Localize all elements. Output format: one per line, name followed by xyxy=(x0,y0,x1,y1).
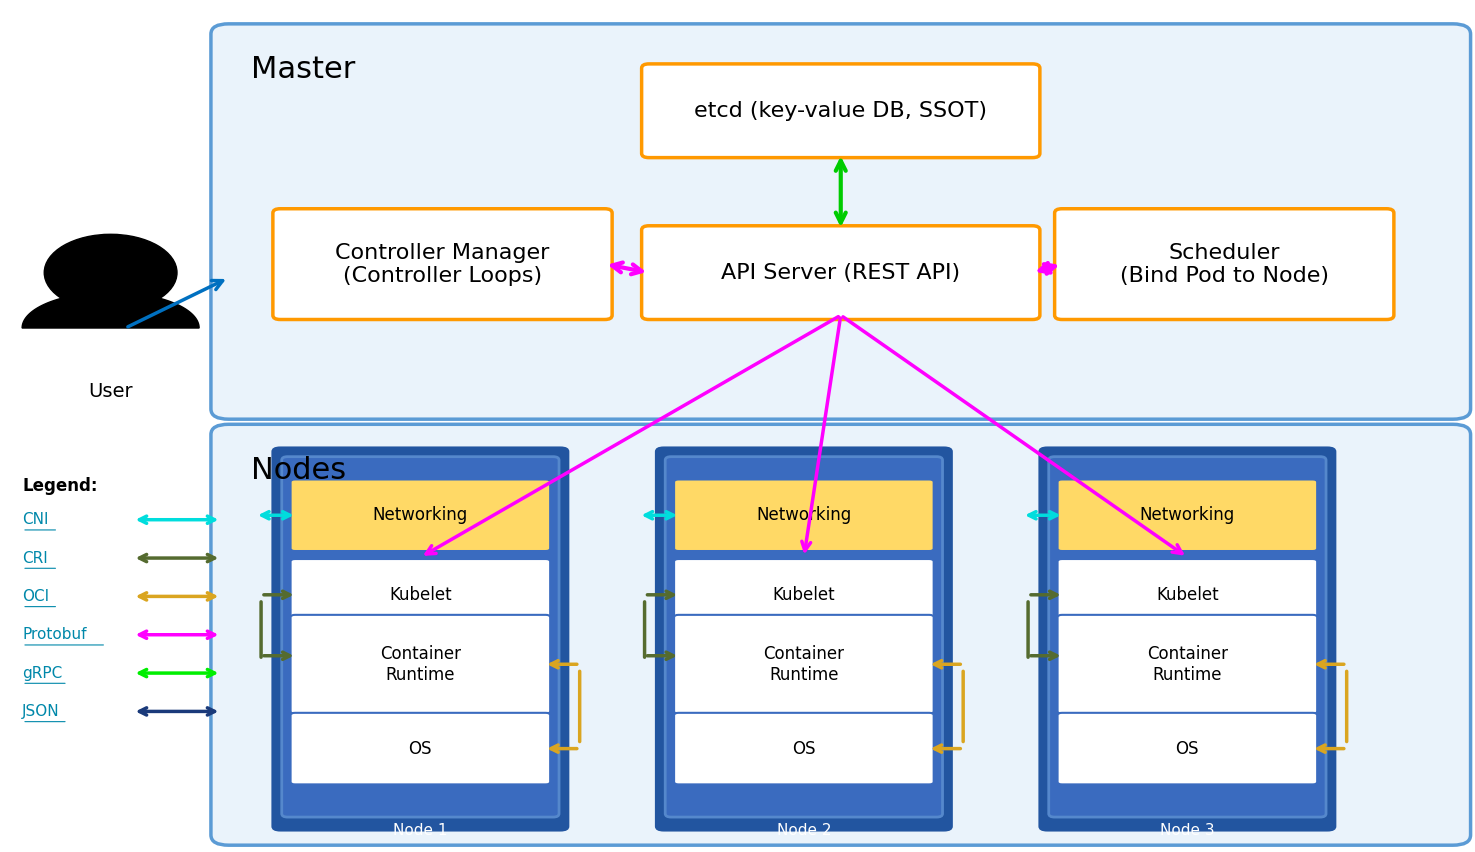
FancyBboxPatch shape xyxy=(1049,457,1326,817)
Text: Controller Manager
(Controller Loops): Controller Manager (Controller Loops) xyxy=(335,243,550,285)
FancyBboxPatch shape xyxy=(211,424,1471,845)
Text: CNI: CNI xyxy=(22,512,49,527)
Polygon shape xyxy=(22,292,199,328)
Text: Networking: Networking xyxy=(373,506,468,524)
FancyBboxPatch shape xyxy=(282,457,559,817)
FancyBboxPatch shape xyxy=(1058,480,1317,551)
FancyBboxPatch shape xyxy=(291,480,550,551)
Text: Kubelet: Kubelet xyxy=(389,586,451,604)
Text: gRPC: gRPC xyxy=(22,665,62,681)
Text: API Server (REST API): API Server (REST API) xyxy=(721,262,960,283)
FancyBboxPatch shape xyxy=(655,446,953,832)
Text: User: User xyxy=(88,382,133,400)
Text: etcd (key-value DB, SSOT): etcd (key-value DB, SSOT) xyxy=(695,101,987,121)
Text: Master: Master xyxy=(251,55,355,84)
FancyBboxPatch shape xyxy=(674,615,934,714)
Text: Node 1: Node 1 xyxy=(394,823,447,838)
Text: Nodes: Nodes xyxy=(251,456,345,485)
Text: Legend:: Legend: xyxy=(22,477,97,495)
Text: Networking: Networking xyxy=(1140,506,1235,524)
Text: Networking: Networking xyxy=(757,506,851,524)
Circle shape xyxy=(44,234,177,311)
FancyBboxPatch shape xyxy=(291,713,550,785)
FancyBboxPatch shape xyxy=(273,209,612,320)
FancyBboxPatch shape xyxy=(1055,209,1394,320)
Text: Scheduler
(Bind Pod to Node): Scheduler (Bind Pod to Node) xyxy=(1120,243,1329,285)
FancyBboxPatch shape xyxy=(291,615,550,714)
FancyBboxPatch shape xyxy=(291,559,550,630)
Text: OS: OS xyxy=(409,740,432,757)
Text: OS: OS xyxy=(1176,740,1199,757)
FancyBboxPatch shape xyxy=(1058,713,1317,785)
FancyBboxPatch shape xyxy=(674,480,934,551)
FancyBboxPatch shape xyxy=(211,24,1471,419)
FancyBboxPatch shape xyxy=(271,446,569,832)
Text: Kubelet: Kubelet xyxy=(1156,586,1218,604)
FancyBboxPatch shape xyxy=(642,64,1040,158)
FancyBboxPatch shape xyxy=(642,226,1040,320)
FancyBboxPatch shape xyxy=(1038,446,1336,832)
Text: OS: OS xyxy=(792,740,816,757)
FancyBboxPatch shape xyxy=(665,457,943,817)
Text: Node 2: Node 2 xyxy=(777,823,830,838)
FancyBboxPatch shape xyxy=(1058,559,1317,630)
FancyBboxPatch shape xyxy=(674,559,934,630)
Text: Container
Runtime: Container Runtime xyxy=(764,645,844,683)
Text: CRI: CRI xyxy=(22,550,47,566)
Text: Container
Runtime: Container Runtime xyxy=(381,645,460,683)
FancyBboxPatch shape xyxy=(674,713,934,785)
Text: Container
Runtime: Container Runtime xyxy=(1148,645,1227,683)
Text: Node 3: Node 3 xyxy=(1159,823,1215,838)
FancyBboxPatch shape xyxy=(1058,615,1317,714)
Text: Kubelet: Kubelet xyxy=(773,586,835,604)
Text: Protobuf: Protobuf xyxy=(22,627,87,642)
Text: JSON: JSON xyxy=(22,704,60,719)
Text: OCI: OCI xyxy=(22,589,49,604)
